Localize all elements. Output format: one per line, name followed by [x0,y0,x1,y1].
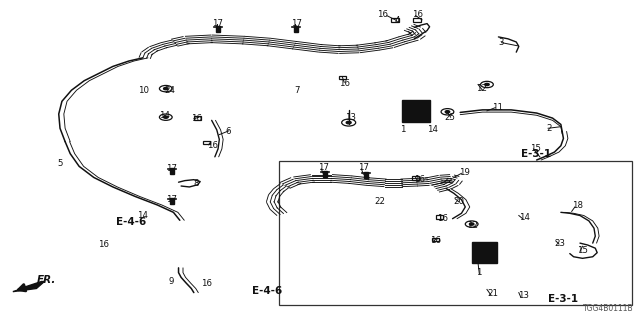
Text: 13: 13 [346,113,356,122]
Text: FR.: FR. [36,275,56,285]
Text: 17: 17 [291,19,302,28]
Bar [391,18,399,22]
Text: 16: 16 [339,79,350,88]
Bar [472,243,497,263]
Text: 16: 16 [412,10,424,19]
Text: 15: 15 [531,144,541,153]
Text: 17: 17 [358,164,369,172]
Text: 1: 1 [399,125,405,134]
Text: 18: 18 [572,202,582,211]
Bar [170,198,174,204]
Text: 21: 21 [487,289,498,298]
Text: 17: 17 [166,164,177,173]
Polygon shape [13,281,45,292]
Circle shape [164,116,168,118]
Text: 14: 14 [519,213,530,222]
Text: 7: 7 [294,86,300,95]
Text: E-3-1: E-3-1 [521,149,551,159]
Text: 16: 16 [201,279,212,288]
Text: 22: 22 [374,197,385,206]
Circle shape [469,223,474,225]
Text: 10: 10 [138,86,149,95]
Text: 8: 8 [194,179,199,188]
Text: 12: 12 [476,84,487,93]
Text: 11: 11 [492,103,503,112]
Text: 16: 16 [99,240,109,249]
Bar [401,100,430,122]
Circle shape [445,111,450,113]
Text: 24: 24 [164,86,175,95]
Text: 14: 14 [159,111,170,120]
Text: 16: 16 [207,141,218,150]
Text: 17: 17 [318,164,329,172]
Text: 17: 17 [212,19,223,28]
Bar [323,171,327,178]
Text: 16: 16 [429,236,440,245]
Text: 17: 17 [166,195,177,204]
Text: 14: 14 [427,125,438,134]
Bar [216,26,220,32]
Text: 14: 14 [137,211,148,220]
Circle shape [164,87,168,90]
Text: 12: 12 [467,220,478,229]
Circle shape [484,84,489,86]
Text: E-3-1: E-3-1 [548,294,579,304]
Text: 16: 16 [378,10,388,19]
Text: 20: 20 [454,197,465,206]
Text: E-4-6: E-4-6 [116,217,147,227]
Bar [194,116,201,120]
Bar [203,141,210,144]
Bar [433,237,440,241]
Bar [412,176,419,180]
Bar [413,18,421,22]
Bar [436,215,444,219]
Text: 4: 4 [394,16,400,25]
Text: TGG4B0111B: TGG4B0111B [583,304,634,313]
Circle shape [346,121,351,124]
Text: 16: 16 [437,214,448,223]
Text: 19: 19 [459,168,470,177]
Text: 5: 5 [58,159,63,168]
Text: 1: 1 [476,268,482,277]
Bar [278,161,632,305]
Text: 15: 15 [577,246,588,255]
Text: 25: 25 [444,113,455,122]
Text: 16: 16 [191,114,202,123]
Text: 3: 3 [499,38,504,47]
Text: 2: 2 [546,124,552,133]
Text: 6: 6 [226,127,231,136]
Text: 13: 13 [518,291,529,300]
Text: 16: 16 [414,174,426,184]
Bar [339,76,346,79]
Bar [170,168,174,174]
Bar [294,26,298,32]
Bar [364,172,368,178]
Text: 23: 23 [554,239,566,248]
Text: E-4-6: E-4-6 [252,286,282,296]
Text: 9: 9 [169,277,174,286]
